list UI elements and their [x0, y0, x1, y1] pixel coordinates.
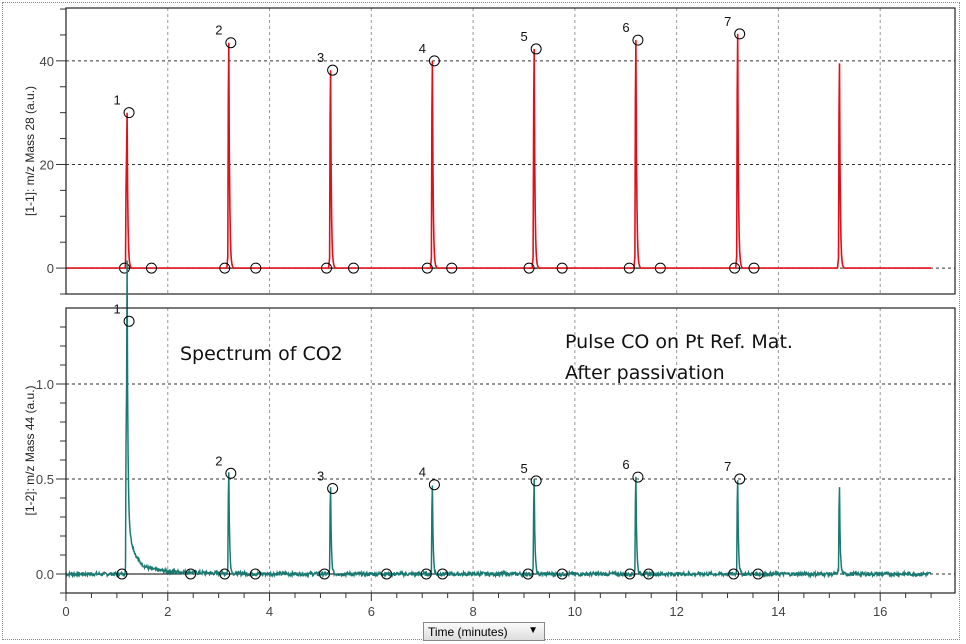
baseline-marker	[654, 262, 666, 274]
peak-marker	[123, 315, 135, 327]
peak-label: 5	[521, 29, 528, 44]
y-axis-label: [1-1]: m/z Mass 28 (a.u.)	[23, 86, 37, 216]
baseline-marker	[119, 262, 131, 274]
peak-marker	[734, 473, 746, 485]
annotation-text: Spectrum of CO2	[180, 343, 343, 365]
baseline-marker	[421, 262, 433, 274]
peak-marker	[225, 467, 237, 479]
peak-label: 1	[113, 93, 120, 108]
peak-marker	[530, 43, 542, 55]
baseline-marker	[728, 568, 740, 580]
baseline-marker	[250, 262, 262, 274]
baseline-marker	[624, 568, 636, 580]
peak-label: 3	[317, 469, 324, 484]
peak-label: 2	[215, 23, 222, 38]
baseline-marker	[219, 262, 231, 274]
baseline-marker	[556, 262, 568, 274]
peak-marker	[632, 471, 644, 483]
x-tick-label: 14	[771, 604, 785, 619]
peak-label: 2	[215, 453, 222, 468]
x-tick-label: 6	[368, 604, 375, 619]
peak-label: 7	[724, 14, 731, 29]
plot-frame	[65, 7, 956, 295]
peak-marker	[632, 34, 644, 46]
baseline-marker	[643, 568, 655, 580]
x-tick-label: 8	[469, 604, 476, 619]
y-tick-label: 40	[40, 54, 54, 69]
x-tick-label: 16	[873, 604, 887, 619]
baseline-marker	[319, 568, 331, 580]
signal-trace	[65, 260, 932, 579]
baseline-marker	[523, 262, 535, 274]
plot-panel-1: 0 20 40 [1-1]: m/z Mass 28 (a.u.) 1 2 3 4 5 6 7	[23, 7, 956, 295]
annotation-text: Pulse CO on Pt Ref. Mat.	[565, 331, 793, 353]
y-tick-label: 1.0	[36, 377, 54, 392]
baseline-marker	[752, 568, 764, 580]
peak-label: 3	[317, 50, 324, 65]
peak-label: 6	[622, 457, 629, 472]
peak-label: 7	[724, 459, 731, 474]
peak-marker	[225, 37, 237, 49]
x-tick-label: 0	[62, 604, 69, 619]
peak-label: 4	[419, 41, 426, 56]
baseline-marker	[446, 262, 458, 274]
peak-marker	[428, 55, 440, 67]
peak-marker	[327, 483, 339, 494]
baseline-marker	[321, 262, 333, 274]
y-tick-label: 0.0	[36, 567, 54, 582]
x-tick-label: 4	[266, 604, 273, 619]
baseline-marker	[623, 262, 635, 274]
x-axis-unit-select[interactable]: Time (minutes) ▼	[423, 622, 545, 641]
peak-marker	[734, 28, 746, 40]
baseline-marker	[437, 568, 449, 580]
baseline-marker	[729, 262, 741, 274]
baseline-marker	[748, 262, 760, 274]
peak-label: 4	[419, 465, 426, 480]
x-tick-label: 2	[164, 604, 171, 619]
x-tick-label: 10	[568, 604, 582, 619]
baseline-marker	[348, 262, 360, 274]
y-tick-label: 20	[40, 157, 54, 172]
chevron-down-icon: ▼	[528, 625, 538, 636]
signal-trace	[66, 33, 932, 269]
y-tick-label: 0	[47, 261, 54, 276]
baseline-marker	[249, 568, 261, 580]
baseline-marker	[145, 262, 157, 274]
peak-marker	[327, 64, 339, 76]
y-axis-label: [1-2]: m/z Mass 44 (a.u.)	[23, 385, 37, 515]
plot-panel-2: 0.00.51.0[1-2]: m/z Mass 44 (a.u.)123 4 5 6…	[23, 260, 956, 619]
x-tick-label: 12	[669, 604, 683, 619]
baseline-marker	[116, 568, 128, 580]
peak-label: 6	[622, 20, 629, 35]
peak-marker	[530, 475, 542, 487]
annotation-text: After passivation	[565, 362, 725, 384]
baseline-marker	[381, 568, 393, 580]
baseline-marker	[420, 568, 432, 580]
plot-frame	[65, 307, 956, 594]
baseline-marker	[185, 568, 197, 580]
peak-label: 1	[113, 301, 120, 316]
y-tick-label: 0.5	[36, 472, 54, 487]
baseline-marker	[556, 568, 568, 580]
baseline-marker	[219, 568, 231, 580]
baseline-marker	[522, 568, 534, 580]
peak-label: 5	[521, 461, 528, 476]
x-axis-unit-label: Time (minutes)	[428, 625, 508, 639]
peak-marker	[428, 479, 440, 491]
peak-marker	[123, 107, 135, 119]
